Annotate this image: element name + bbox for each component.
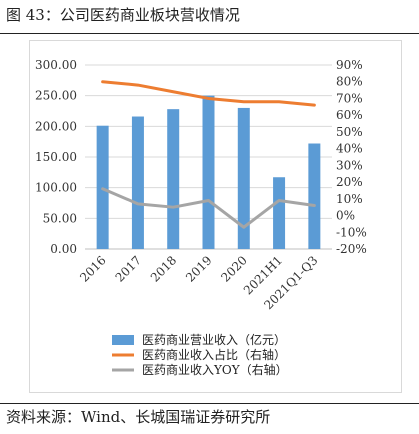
bar-revenue [167,109,180,249]
y-right-tick-label: 60% [336,108,363,122]
figure-title: 图 43：公司医药商业板块营收情况 [6,6,240,24]
legend-swatch-bar [112,335,134,345]
y-left-tick-label: 300.00 [35,58,77,72]
bar-revenue [237,107,250,249]
x-tick-label: 2016 [77,253,108,284]
y-right-tick-label: 10% [336,192,363,206]
y-left-tick-label: 50.00 [43,211,77,225]
y-left-tick-label: 0.00 [50,242,77,256]
bar-revenue [273,177,286,249]
bar-series [96,95,321,250]
bottom-rule [0,403,419,404]
bar-revenue [308,143,321,249]
line-series [101,80,316,229]
y-left-tick-label: 200.00 [35,119,77,133]
x-tick-label: 2017 [113,253,144,284]
x-tick-label: 2020 [218,253,249,284]
x-tick-label: 2018 [148,253,179,284]
y-right-tick-label: -10% [336,225,367,239]
line-share [101,80,316,107]
chart-frame [29,40,402,393]
x-tick-label: 2019 [183,253,214,284]
line-yoy [101,187,316,229]
y-left-tick-label: 100.00 [35,181,77,195]
y-right-tick-label: 30% [336,158,363,172]
y-right-tick-label: 70% [336,91,363,105]
bar-revenue [131,116,144,250]
y-right-tick-label: -20% [336,242,367,256]
y-right-tick-label: 0% [336,209,355,223]
y-left-tick-label: 150.00 [35,150,77,164]
y-right-tick-label: 40% [336,142,363,156]
y-right-tick-label: 80% [336,75,363,89]
y-right-tick-label: 20% [336,175,363,189]
bar-revenue [202,95,215,250]
source-note: 资料来源：Wind、长城国瑞证券研究所 [6,408,271,426]
left-axis: 0.00 50.00 100.00 150.00 200.00 250.00 300.00 [35,58,77,256]
legend-label: 医药商业营业收入（亿元） [142,332,286,347]
right-axis: -20% -10% 0% 10% 20% 30% 40% 50% 60% 70% 80% 90% [336,58,367,256]
legend: 医药商业营业收入（亿元）医药商业收入占比（右轴）医药商业收入YOY（右轴） [112,332,288,377]
top-rule [0,33,419,34]
legend-label: 医药商业收入YOY（右轴） [142,362,288,377]
y-left-tick-label: 250.00 [35,89,77,103]
y-right-tick-label: 90% [336,58,363,72]
legend-label: 医药商业收入占比（右轴） [142,347,286,362]
y-right-tick-label: 50% [336,125,363,139]
